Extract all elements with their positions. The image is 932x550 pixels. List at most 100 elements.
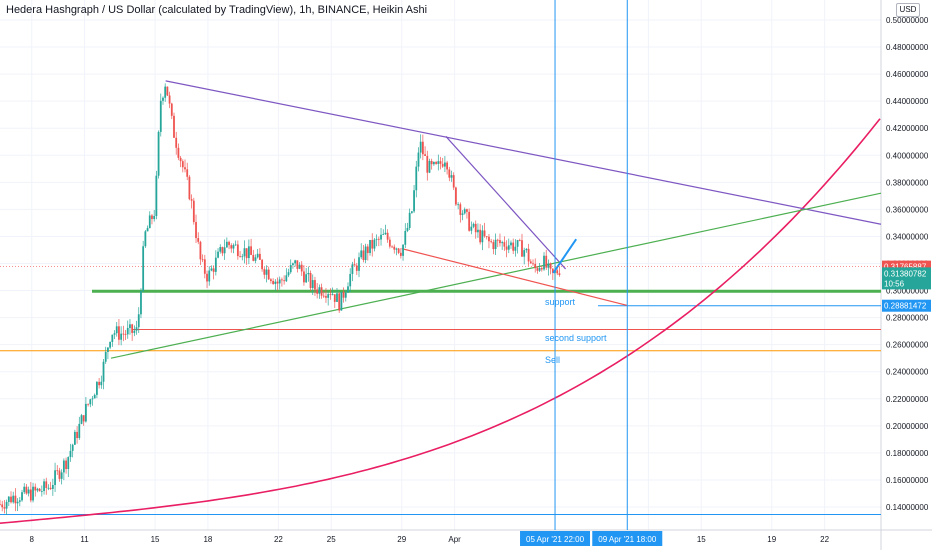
candle-body [29, 489, 32, 501]
candle-body [98, 381, 101, 386]
candle-body [298, 264, 301, 269]
y-tick-label: 0.42000000 [886, 124, 929, 133]
candle-body [543, 255, 545, 270]
candle-body [355, 265, 358, 271]
candle-body [87, 403, 89, 405]
candle-body [179, 157, 182, 162]
candle-body [402, 244, 404, 256]
candle-body [206, 273, 208, 282]
candle-body [228, 241, 230, 246]
x-tick-label: 19 [767, 535, 776, 544]
projection-arrow [552, 238, 578, 274]
candle-body [21, 492, 23, 501]
time-marker-badge [520, 531, 591, 546]
y-tick-label: 0.28000000 [886, 314, 929, 323]
candle-body [333, 294, 336, 302]
candle-body [111, 334, 114, 342]
candle-body [93, 394, 96, 399]
candle-body [395, 248, 398, 250]
candle-body [477, 229, 479, 233]
candle-body [488, 236, 490, 242]
y-tick-label: 0.40000000 [886, 151, 929, 160]
candle-body [450, 175, 453, 178]
candle-body [129, 324, 131, 328]
x-tick-label: 25 [327, 535, 336, 544]
candle-body [32, 486, 34, 501]
candle-body [5, 501, 8, 509]
candle-body [118, 326, 120, 340]
candle-body [322, 295, 325, 297]
candle-body [126, 327, 129, 335]
x-tick-label: 22 [274, 535, 283, 544]
candle-body [551, 268, 554, 273]
candle-body [278, 279, 281, 284]
candle-body [375, 238, 378, 240]
y-tick-label: 0.48000000 [886, 43, 929, 52]
candle-body [505, 246, 508, 250]
candle-body [25, 486, 28, 494]
candle-body [18, 500, 21, 502]
candle-body [261, 259, 263, 270]
candle-body [115, 326, 118, 334]
candle-body [366, 246, 369, 254]
candle-body [131, 324, 134, 333]
candle-body [347, 286, 349, 293]
currency-button[interactable]: USD [896, 3, 920, 17]
x-tick-label: 11 [80, 535, 89, 544]
candle-body [267, 269, 270, 280]
candle-body [14, 495, 17, 504]
candle-body [208, 270, 211, 282]
trendline [110, 192, 882, 359]
trendline [165, 80, 882, 225]
candle-body [181, 161, 184, 168]
candle-body [532, 263, 534, 265]
candle-body [34, 486, 37, 491]
candle-body [388, 239, 391, 247]
candle-body [96, 381, 98, 395]
candle-body [195, 222, 197, 239]
candle-body [474, 223, 477, 233]
countdown-label: 10:56 [884, 279, 905, 288]
candle-body [170, 103, 173, 116]
candle-body [162, 97, 164, 101]
candle-body [3, 507, 6, 509]
candle-body [373, 239, 376, 249]
candle-body [327, 294, 330, 298]
candle-body [146, 228, 149, 232]
candle-body [104, 351, 107, 362]
candle-body [549, 263, 552, 269]
candle-body [56, 470, 59, 472]
candle-body [382, 234, 385, 235]
candle-body [234, 244, 237, 246]
candle-body [190, 199, 193, 201]
candle-body [192, 200, 195, 223]
last-price-badge: 0.31380782 [884, 269, 927, 278]
parabolic-trend-curve [0, 118, 881, 524]
candle-body [166, 86, 169, 96]
candle-body [393, 246, 396, 250]
candle-body [468, 211, 471, 231]
candle-body [199, 241, 202, 260]
candle-body [452, 175, 455, 188]
candle-body [294, 260, 297, 264]
candle-body [148, 215, 151, 229]
candle-body [380, 234, 382, 240]
candle-body [38, 488, 41, 492]
candle-body [10, 496, 12, 503]
candle-body [470, 226, 473, 231]
candle-body [43, 481, 45, 492]
candle-body [496, 239, 499, 241]
candle-body [344, 292, 347, 298]
y-tick-label: 0.22000000 [886, 395, 929, 404]
candle-body [201, 259, 204, 261]
candle-body [303, 271, 305, 283]
candle-body [501, 242, 504, 244]
y-tick-label: 0.20000000 [886, 422, 929, 431]
y-tick-label: 0.38000000 [886, 178, 929, 187]
candle-body [421, 141, 424, 155]
x-tick-label: Apr [448, 535, 461, 544]
candle-body [547, 263, 550, 268]
candle-body [82, 415, 85, 422]
candle-body [51, 485, 54, 489]
